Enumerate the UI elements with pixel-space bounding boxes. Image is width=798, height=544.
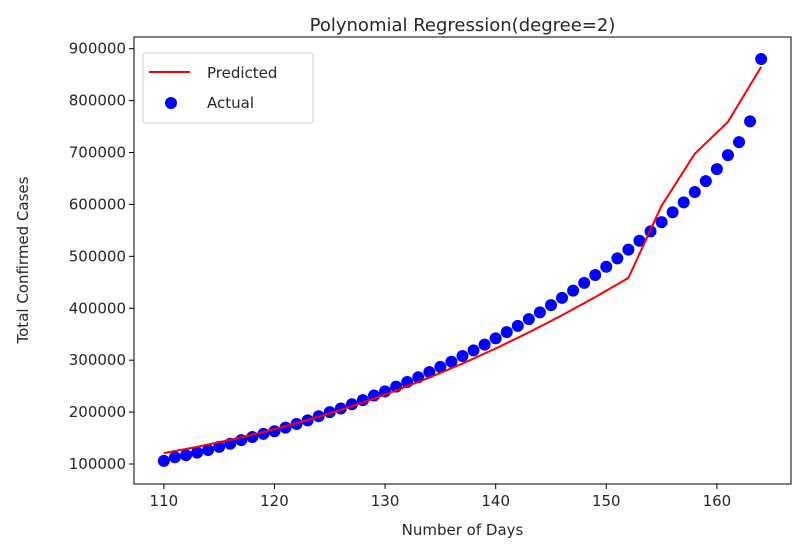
actual-point xyxy=(478,338,491,351)
actual-point xyxy=(423,366,436,379)
actual-point xyxy=(655,216,668,229)
x-tick-label: 130 xyxy=(371,492,400,510)
actual-point xyxy=(467,344,480,357)
actual-point xyxy=(666,206,679,219)
y-tick-label: 800000 xyxy=(69,92,126,110)
actual-point xyxy=(157,454,170,467)
y-tick-label: 300000 xyxy=(69,351,126,369)
actual-point xyxy=(456,350,469,363)
actual-point xyxy=(578,276,591,289)
actual-point xyxy=(544,299,557,312)
actual-point xyxy=(179,449,192,462)
plot-frame xyxy=(133,36,792,485)
actual-point xyxy=(699,175,712,188)
actual-point xyxy=(589,269,602,282)
actual-point xyxy=(556,291,569,304)
actual-point xyxy=(622,243,635,256)
actual-point xyxy=(213,440,226,453)
y-tick-label: 500000 xyxy=(69,247,126,265)
predicted-line xyxy=(163,66,762,455)
actual-point xyxy=(710,163,723,176)
chart-title: Polynomial Regression(degree=2) xyxy=(310,15,616,36)
actual-point xyxy=(533,306,546,319)
y-tick-label: 200000 xyxy=(69,403,126,421)
x-axis-label: Number of Days xyxy=(402,521,524,539)
actual-point xyxy=(511,319,524,332)
y-tick-label: 400000 xyxy=(69,299,126,317)
actual-point xyxy=(434,360,447,373)
actual-point xyxy=(633,234,646,247)
actual-point xyxy=(445,355,458,368)
actual-point xyxy=(202,443,215,456)
actual-point xyxy=(191,446,204,459)
y-tick-label: 600000 xyxy=(69,195,126,213)
x-tick-label: 150 xyxy=(592,492,621,510)
y-tick-label: 100000 xyxy=(69,455,126,473)
x-tick-label: 120 xyxy=(260,492,289,510)
legend-box xyxy=(142,52,314,124)
actual-point xyxy=(688,185,701,198)
x-tick-label: 140 xyxy=(481,492,510,510)
x-tick-label: 160 xyxy=(703,492,732,510)
actual-point xyxy=(489,332,502,345)
actual-point xyxy=(567,284,580,297)
legend-actual-swatch xyxy=(165,97,177,109)
y-tick-label: 700000 xyxy=(69,144,126,162)
legend: Predicted Actual xyxy=(142,52,314,124)
legend-actual-label: Actual xyxy=(207,94,254,112)
actual-point xyxy=(522,313,535,326)
y-tick-label: 900000 xyxy=(69,40,126,58)
actual-point xyxy=(721,149,734,162)
actual-point xyxy=(168,451,181,464)
actual-point xyxy=(600,260,613,273)
legend-predicted-label: Predicted xyxy=(207,64,277,82)
actual-point xyxy=(611,252,624,265)
actual-point xyxy=(677,196,690,209)
y-axis-label: Total Confirmed Cases xyxy=(14,176,32,344)
x-tick-label: 110 xyxy=(150,492,179,510)
actual-point xyxy=(733,136,746,149)
actual-point xyxy=(744,115,757,128)
actual-point xyxy=(755,53,768,66)
actual-point xyxy=(500,326,513,339)
